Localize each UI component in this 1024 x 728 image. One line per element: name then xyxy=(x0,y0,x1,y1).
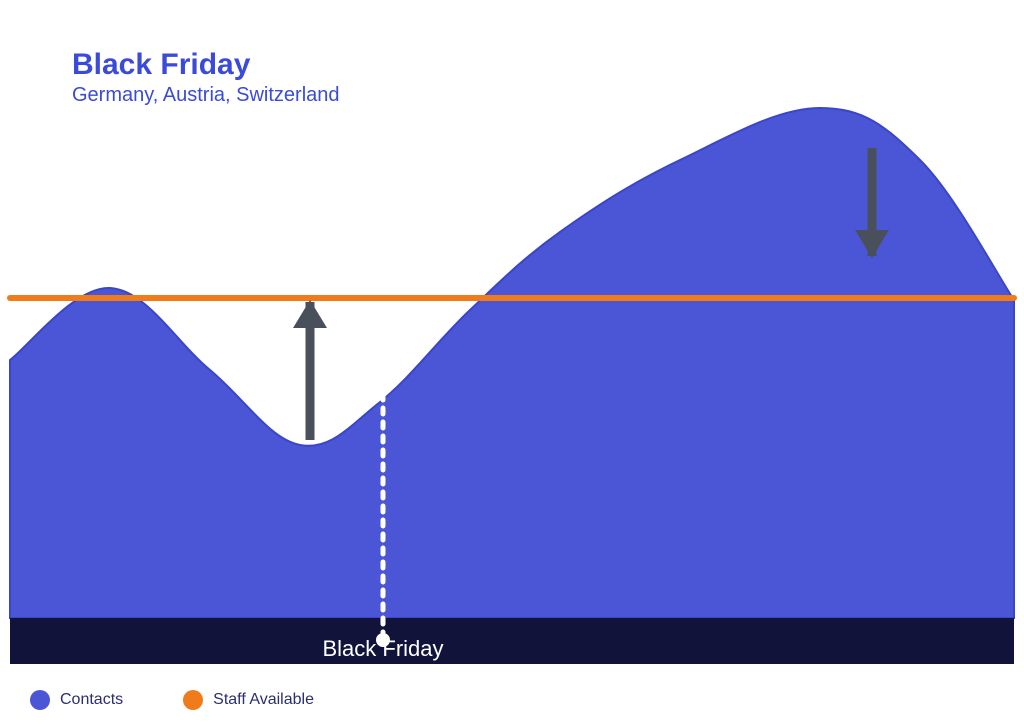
axis-band xyxy=(10,618,1014,664)
arrow-up-icon xyxy=(293,300,327,440)
chart-svg xyxy=(0,0,1024,728)
chart-subtitle: Germany, Austria, Switzerland xyxy=(72,84,340,107)
legend-label-contacts: Contacts xyxy=(60,691,123,709)
legend-swatch-staff xyxy=(183,690,203,710)
legend-swatch-contacts xyxy=(30,690,50,710)
area-contacts xyxy=(10,108,1014,618)
legend-label-staff: Staff Available xyxy=(213,691,314,709)
chart-title: Black Friday xyxy=(72,48,250,82)
chart-container: Black Friday Germany, Austria, Switzerla… xyxy=(0,0,1024,728)
legend-item-staff: Staff Available xyxy=(183,690,314,710)
legend: Contacts Staff Available xyxy=(30,690,314,710)
legend-item-contacts: Contacts xyxy=(30,690,123,710)
marker-label: Black Friday xyxy=(322,636,443,662)
